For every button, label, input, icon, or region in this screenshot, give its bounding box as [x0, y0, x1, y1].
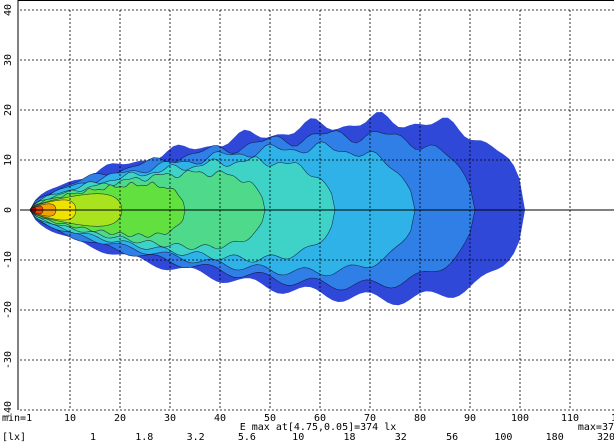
- min-label: min=1: [2, 413, 32, 424]
- scale-label: 32: [395, 432, 407, 443]
- x-tick-label: 90: [464, 413, 476, 424]
- x-tick-label: 40: [214, 413, 226, 424]
- x-tick-label: 20: [114, 413, 126, 424]
- y-tick-label: 0: [3, 207, 14, 213]
- isolux-map: [29, 112, 525, 306]
- x-tick-label: 80: [414, 413, 426, 424]
- scale-label: 56: [446, 432, 458, 443]
- scale-label: 100: [494, 432, 512, 443]
- x-tick-label: 120: [611, 413, 614, 424]
- y-tick-label: -20: [3, 301, 14, 319]
- x-tick-label: 70: [364, 413, 376, 424]
- y-tick-label: -10: [3, 251, 14, 269]
- x-tick-label: 50: [264, 413, 276, 424]
- annotation: E max at[4.75,0.05]=374 lx: [240, 422, 397, 433]
- scale-label: 10: [292, 432, 304, 443]
- scale-label: 180: [546, 432, 564, 443]
- y-tick-label: 20: [3, 104, 14, 116]
- scale-label: 1.8: [135, 432, 153, 443]
- x-tick-label: 60: [314, 413, 326, 424]
- x-tick-label: 30: [164, 413, 176, 424]
- y-tick-label: -30: [3, 351, 14, 369]
- scale-label: 3.2: [187, 432, 205, 443]
- y-tick-label: 10: [3, 154, 14, 166]
- scale-label: 5.6: [238, 432, 256, 443]
- y-tick-label: 40: [3, 4, 14, 16]
- unit-label: [lx]: [2, 432, 26, 443]
- y-tick-label: 30: [3, 54, 14, 66]
- max-label: max=37: [578, 422, 614, 433]
- y-tick-label: -40: [3, 401, 14, 419]
- x-tick-label: 10: [64, 413, 76, 424]
- scale-label: 1: [90, 432, 96, 443]
- scale-label: 320: [597, 432, 614, 443]
- x-tick-label: 110: [561, 413, 579, 424]
- x-tick-label: 100: [511, 413, 529, 424]
- scale-label: 18: [343, 432, 355, 443]
